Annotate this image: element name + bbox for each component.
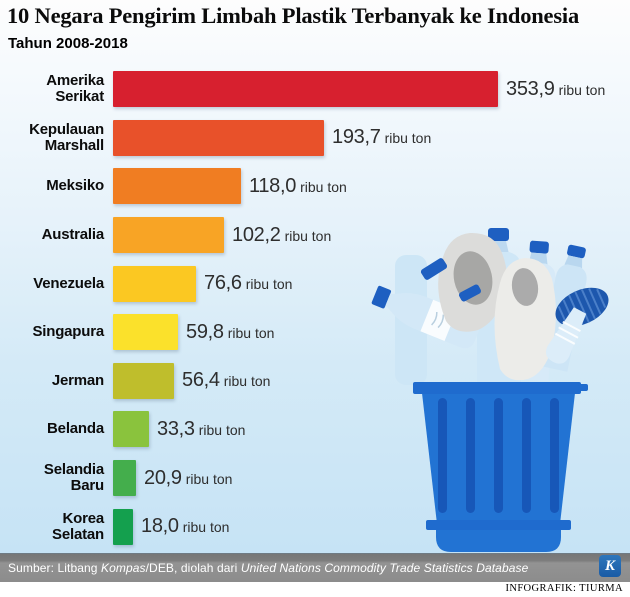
country-label: Jerman [51, 371, 104, 389]
value-number: 56,4 [182, 369, 220, 392]
page-title: 10 Negara Pengirim Limbah Plastik Terban… [7, 3, 579, 28]
value-number: 33,3 [157, 417, 195, 440]
source-bar: Sumber: Litbang Kompas/DEB, diolah dari … [0, 553, 630, 582]
value-number: 118,0 [249, 174, 297, 197]
unit-label: ribu ton [384, 130, 432, 147]
bar-row: Korea Selatan 18,0 ribu ton [0, 502, 630, 551]
bar [113, 71, 498, 108]
country-label: Belanda [47, 420, 104, 438]
value-label: 20,9 ribu ton [144, 467, 232, 490]
value-number: 353,9 [506, 77, 555, 100]
bar [113, 217, 224, 254]
value-number: 18,0 [141, 515, 179, 538]
value-label: 18,0 ribu ton [141, 515, 229, 538]
bar-row: Kepulauan Marshall 193,7 ribu ton [0, 114, 630, 163]
bar [113, 460, 136, 497]
bar [113, 168, 241, 205]
value-label: 118,0 ribu ton [249, 175, 347, 198]
kompas-logo-letter: K [604, 557, 615, 574]
subtitle: Tahun 2008-2018 [8, 35, 128, 52]
bar-row: Venezuela 76,6 ribu ton [0, 259, 630, 308]
value-number: 20,9 [144, 466, 182, 489]
bar [113, 508, 133, 545]
bottle-cap-icon [458, 284, 482, 302]
bar-row: Australia 102,2 ribu ton [0, 211, 630, 260]
country-label: Venezuela [33, 274, 104, 292]
country-label: Amerika Serikat [46, 72, 104, 106]
trash-bin-icon [413, 382, 588, 552]
value-label: 33,3 ribu ton [157, 418, 245, 441]
unit-label: ribu ton [227, 324, 275, 341]
value-label: 76,6 ribu ton [204, 272, 292, 295]
source-text: Sumber: Litbang Kompas/DEB, diolah dari … [8, 561, 529, 575]
bar-row: Belanda 33,3 ribu ton [0, 405, 630, 454]
unit-label: ribu ton [185, 470, 233, 487]
bar-row: Jerman 56,4 ribu ton [0, 357, 630, 406]
trash-bin-illustration [371, 228, 609, 552]
value-number: 102,2 [232, 223, 281, 246]
unit-label: ribu ton [300, 178, 347, 195]
plastic-bags-icon [438, 232, 556, 381]
kompas-logo: K [599, 555, 621, 577]
value-number: 59,8 [186, 320, 224, 343]
unit-label: ribu ton [182, 519, 230, 536]
value-number: 76,6 [204, 272, 242, 295]
bottle-cap-icon [420, 258, 448, 280]
bar-rows: Amerika Serikat 353,9 ribu ton Kepulauan… [0, 65, 630, 551]
bar-row: Amerika Serikat 353,9 ribu ton [0, 65, 630, 114]
unit-label: ribu ton [245, 276, 293, 293]
country-label: Australia [41, 226, 105, 244]
country-label: Meksiko [46, 177, 104, 195]
value-label: 59,8 ribu ton [186, 321, 274, 344]
unit-label: ribu ton [558, 81, 606, 98]
bar [113, 119, 324, 156]
unit-label: ribu ton [223, 373, 271, 390]
value-label: 353,9 ribu ton [506, 78, 605, 101]
value-label: 193,7 ribu ton [332, 126, 431, 149]
country-label: Kepulauan Marshall [29, 120, 104, 154]
bar-row: Singapura 59,8 ribu ton [0, 308, 630, 357]
value-label: 102,2 ribu ton [232, 224, 331, 247]
bar [113, 314, 178, 351]
country-label: Selandia Baru [43, 461, 104, 495]
country-label: Singapura [32, 323, 104, 341]
credit-text: INFOGRAFIK: TIURMA [505, 583, 623, 594]
bar-row: Meksiko 118,0 ribu ton [0, 162, 630, 211]
country-label: Korea Selatan [52, 509, 104, 543]
bar [113, 265, 196, 302]
small-bottle-icon [545, 307, 587, 364]
unit-label: ribu ton [198, 421, 246, 438]
value-number: 193,7 [332, 126, 381, 149]
bar [113, 362, 174, 399]
value-label: 56,4 ribu ton [182, 369, 270, 392]
bar [113, 411, 149, 448]
unit-label: ribu ton [284, 227, 332, 244]
bar-row: Selandia Baru 20,9 ribu ton [0, 454, 630, 503]
